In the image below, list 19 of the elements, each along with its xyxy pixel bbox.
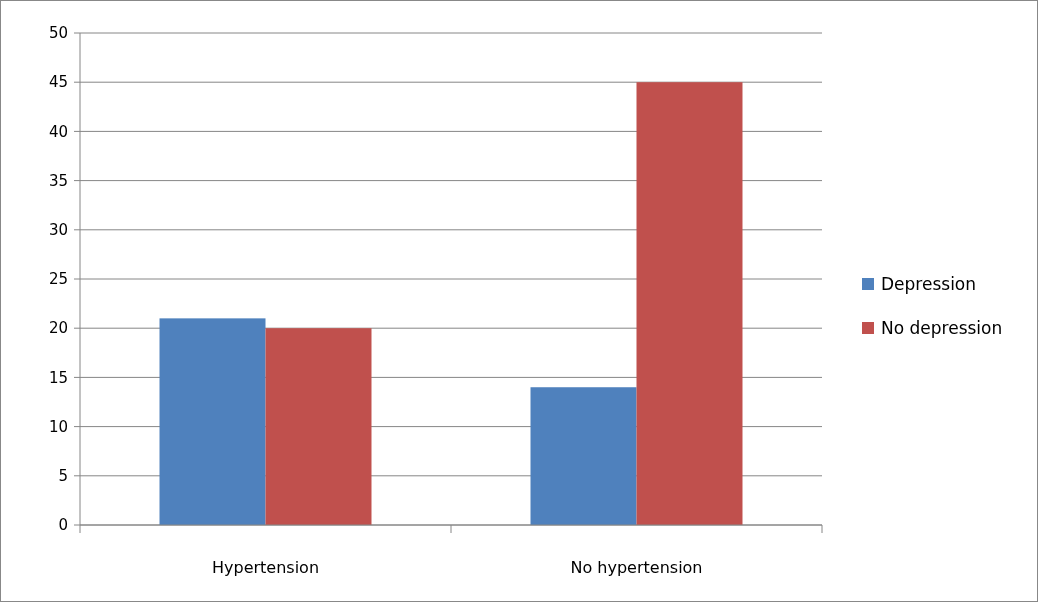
y-tick-label: 45	[48, 73, 68, 92]
legend-label: Depression	[881, 273, 977, 294]
y-tick-label: 5	[58, 467, 68, 486]
legend-label: No depression	[881, 317, 1003, 338]
y-tick-label: 50	[48, 24, 68, 43]
x-tick-label: No hypertension	[570, 558, 703, 577]
bar	[636, 82, 743, 525]
y-tick-label: 0	[58, 516, 68, 535]
x-tick-label: Hypertension	[211, 558, 320, 577]
y-tick-label: 40	[48, 122, 68, 141]
y-tick-label: 30	[48, 221, 68, 240]
bar	[530, 387, 637, 525]
y-tick-label: 25	[48, 270, 68, 289]
bar	[265, 328, 372, 525]
y-tick-label: 20	[48, 319, 68, 338]
y-tick-label: 10	[48, 417, 68, 436]
y-tick-label: 35	[48, 171, 68, 190]
bar	[159, 318, 266, 525]
y-tick-label: 15	[48, 368, 68, 387]
